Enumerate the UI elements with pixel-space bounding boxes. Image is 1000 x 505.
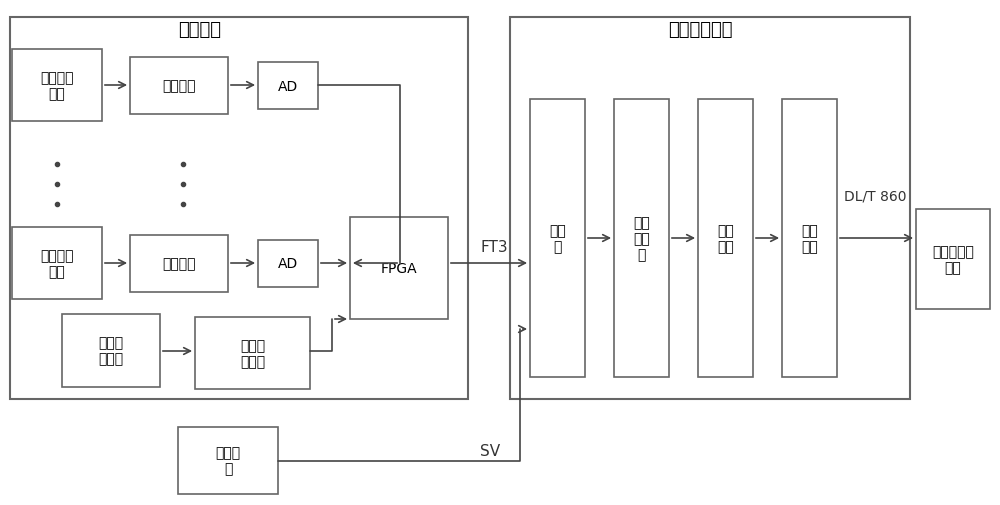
Bar [62, 315, 160, 387]
Bar [195, 317, 310, 389]
Bar [130, 235, 228, 292]
Bar [614, 100, 669, 377]
Text: 零磁通传
感器: 零磁通传 感器 [40, 248, 74, 279]
Text: 基波
投影
法: 基波 投影 法 [633, 215, 650, 262]
Text: 分析处理模块: 分析处理模块 [668, 21, 732, 39]
Bar [178, 427, 278, 494]
Bar [12, 50, 102, 122]
Bar [258, 63, 318, 110]
Text: DL/T 860: DL/T 860 [844, 189, 906, 203]
Text: 程控放大: 程控放大 [162, 257, 196, 271]
Text: 模拟信
号处理: 模拟信 号处理 [240, 338, 265, 368]
Text: AD: AD [278, 79, 298, 93]
Bar [130, 58, 228, 115]
Text: 零磁通传
感器: 零磁通传 感器 [40, 71, 74, 101]
Text: 一体化监控
系统: 一体化监控 系统 [932, 244, 974, 275]
Bar [510, 18, 910, 399]
Text: 雷电流
互感器: 雷电流 互感器 [98, 336, 124, 366]
Text: 重采
样: 重采 样 [549, 223, 566, 254]
Text: FPGA: FPGA [381, 262, 417, 275]
Text: AD: AD [278, 257, 298, 271]
Text: 对外
通信: 对外 通信 [801, 223, 818, 254]
Text: SV: SV [480, 443, 500, 459]
Text: 分析
诊断: 分析 诊断 [717, 223, 734, 254]
Bar [916, 210, 990, 310]
Bar [698, 100, 753, 377]
Bar [12, 228, 102, 299]
Bar [350, 218, 448, 319]
Text: 合并单
元: 合并单 元 [215, 445, 241, 476]
Text: 采集模块: 采集模块 [178, 21, 222, 39]
Bar [530, 100, 585, 377]
Bar [10, 18, 468, 399]
Text: FT3: FT3 [480, 240, 508, 255]
Bar [782, 100, 837, 377]
Text: 程控放大: 程控放大 [162, 79, 196, 93]
Bar [258, 240, 318, 287]
